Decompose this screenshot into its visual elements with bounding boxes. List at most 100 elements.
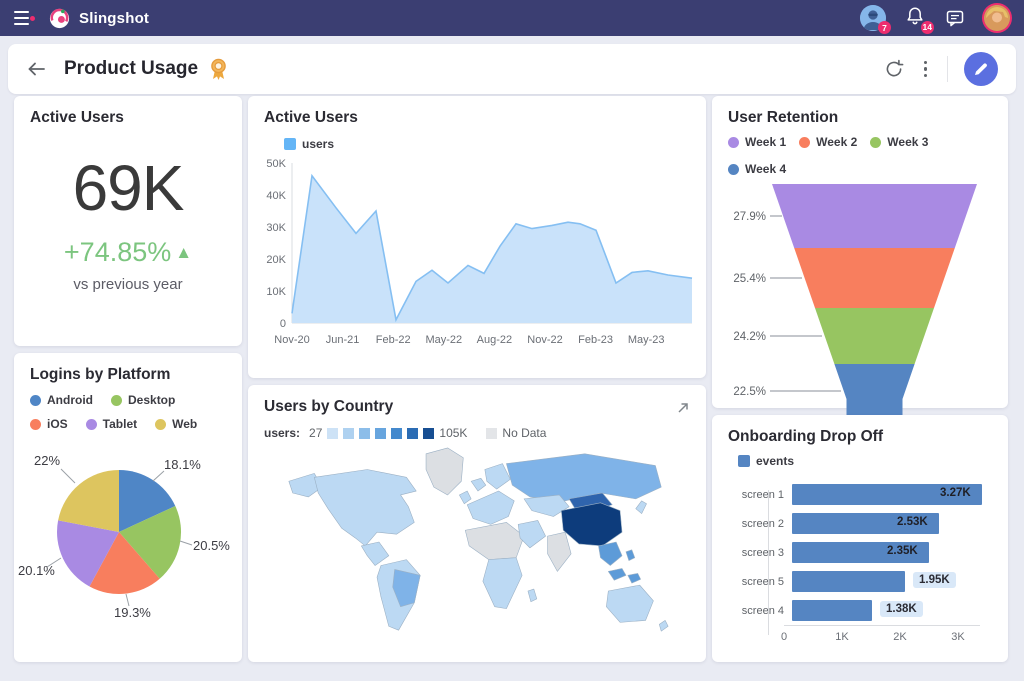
x-tick: 0 xyxy=(780,631,788,643)
x-tick: 3K xyxy=(951,631,965,643)
legend-item-ios[interactable]: iOS xyxy=(30,417,68,431)
refresh-button[interactable] xyxy=(884,59,904,79)
funnel-chart[interactable]: 27.9% 25.4% 24.2% 22.5% xyxy=(720,180,1000,426)
funnel-label: 22.5% xyxy=(733,386,766,398)
map-madagascar[interactable] xyxy=(527,588,538,603)
bar-screen2[interactable] xyxy=(792,513,939,534)
map-middle-east[interactable] xyxy=(517,520,546,549)
map-india[interactable] xyxy=(547,531,572,572)
map-uk[interactable] xyxy=(459,490,472,505)
bar-screen1[interactable] xyxy=(792,484,982,505)
funnel-segment-week2[interactable] xyxy=(794,248,955,308)
profile-avatar[interactable] xyxy=(984,5,1010,31)
x-tick: Nov-20 xyxy=(274,334,309,346)
map-north-america[interactable] xyxy=(314,469,417,547)
medal-icon xyxy=(211,58,226,80)
x-tick: Nov-22 xyxy=(527,334,562,346)
bar-row-screen2: screen 2 2.53K xyxy=(728,509,992,538)
hamburger-menu-icon[interactable] xyxy=(14,11,35,25)
pie-slice-tablet[interactable] xyxy=(57,520,119,587)
legend-dot xyxy=(799,136,811,148)
bar-screen4[interactable] xyxy=(792,600,872,621)
y-tick: 20K xyxy=(266,254,286,266)
pie-slice-ios[interactable] xyxy=(89,532,160,594)
map-south-africa[interactable] xyxy=(482,557,523,609)
map-new-zealand[interactable] xyxy=(658,620,669,632)
edit-button[interactable] xyxy=(964,52,998,86)
map-china[interactable] xyxy=(560,502,623,547)
map-iceland[interactable] xyxy=(470,478,487,492)
legend-item-events[interactable]: events xyxy=(738,454,794,468)
legend-item-week3[interactable]: Week 3 xyxy=(870,135,928,149)
bar-screen3[interactable] xyxy=(792,542,929,563)
map-central-america[interactable] xyxy=(361,541,390,566)
funnel-label: 27.9% xyxy=(733,211,766,223)
pie-chart[interactable] xyxy=(54,467,184,597)
kpi-value: 69K xyxy=(72,152,185,224)
legend-item-week1[interactable]: Week 1 xyxy=(728,135,786,149)
legend-label: Tablet xyxy=(102,417,138,431)
slingshot-logo-icon[interactable] xyxy=(48,7,71,30)
bar-screen5[interactable] xyxy=(792,571,905,592)
area-chart[interactable]: 50K 40K 30K 20K 10K 0 Nov-20 Jun-21 Feb-… xyxy=(256,155,698,353)
legend-label: Week 3 xyxy=(887,135,929,149)
chat-icon[interactable] xyxy=(944,7,966,29)
bar-category: screen 1 xyxy=(741,488,784,501)
team-avatar[interactable]: 7 xyxy=(860,5,891,34)
map-scandinavia[interactable] xyxy=(484,463,511,490)
legend-item-tablet[interactable]: Tablet xyxy=(85,417,138,431)
scale-swatch xyxy=(343,427,355,439)
map-russia[interactable] xyxy=(506,453,662,502)
pie-slice-desktop[interactable] xyxy=(119,506,182,579)
funnel-segment-week4[interactable] xyxy=(834,364,915,418)
bar-category: screen 2 xyxy=(741,517,784,530)
legend-label: users xyxy=(302,137,335,151)
funnel-segment-week3[interactable] xyxy=(815,308,934,364)
legend-item-week4[interactable]: Week 4 xyxy=(728,162,786,176)
bar-value: 1.95K xyxy=(913,572,956,588)
more-options-button[interactable] xyxy=(920,57,932,82)
map-se-asia[interactable] xyxy=(598,541,623,566)
map-japan[interactable] xyxy=(635,500,647,514)
map-greenland[interactable] xyxy=(425,447,464,496)
legend-label: Week 2 xyxy=(816,135,858,149)
map-indonesia[interactable] xyxy=(608,568,627,581)
maximize-icon[interactable] xyxy=(676,401,690,415)
bar-axis-line xyxy=(768,490,769,635)
scale-swatch xyxy=(423,427,435,439)
map-philippines[interactable] xyxy=(625,549,636,561)
card-title: User Retention xyxy=(728,109,839,126)
pie-label-web: 22% xyxy=(34,453,61,468)
map-indonesia-east[interactable] xyxy=(627,573,641,584)
legend-label: Week 4 xyxy=(745,162,787,176)
bar-row-screen1: screen 1 3.27K xyxy=(728,480,992,509)
pie-slice-android[interactable] xyxy=(119,470,176,532)
y-tick: 50K xyxy=(266,158,286,170)
pie-slice-web[interactable] xyxy=(58,470,119,532)
world-map-chart[interactable] xyxy=(267,444,687,640)
map-alaska[interactable] xyxy=(288,473,323,498)
card-title: Users by Country xyxy=(264,398,394,415)
legend-item-web[interactable]: Web xyxy=(155,417,197,431)
legend-item-android[interactable]: Android xyxy=(30,393,93,407)
bar-value: 1.38K xyxy=(880,601,923,617)
profile-avatar-icon xyxy=(984,5,1010,31)
dashboard-header: Product Usage xyxy=(8,44,1016,94)
legend-dot xyxy=(111,394,122,406)
bar-value: 2.53K xyxy=(897,516,928,528)
legend-item-desktop[interactable]: Desktop xyxy=(111,393,175,407)
map-legend-min: 27 xyxy=(309,426,323,440)
notifications-button[interactable]: 14 xyxy=(904,5,934,34)
legend-item-week2[interactable]: Week 2 xyxy=(799,135,857,149)
map-europe[interactable] xyxy=(466,490,515,525)
scale-swatch xyxy=(375,427,387,439)
legend-item-users[interactable]: users xyxy=(284,137,334,151)
scale-swatch xyxy=(359,427,371,439)
map-legend-nodata: No Data xyxy=(502,426,547,440)
back-button[interactable] xyxy=(26,61,46,77)
map-australia[interactable] xyxy=(606,584,654,623)
map-brazil[interactable] xyxy=(392,569,421,607)
map-north-africa[interactable] xyxy=(464,522,525,560)
funnel-segment-week1[interactable] xyxy=(772,184,977,248)
legend-dot xyxy=(728,136,739,148)
